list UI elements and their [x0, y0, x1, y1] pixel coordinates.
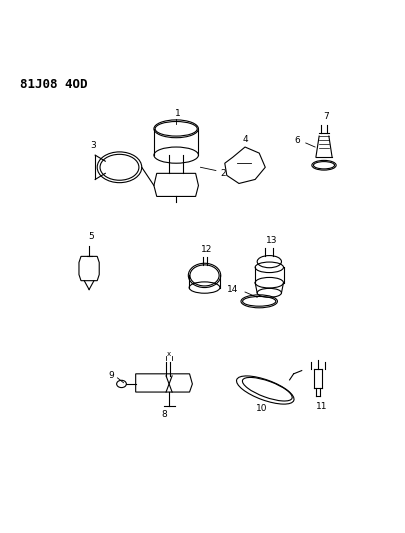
Text: 5: 5 [88, 232, 94, 240]
Text: 1: 1 [175, 109, 181, 118]
Text: 8: 8 [161, 410, 167, 419]
Text: 13: 13 [266, 236, 277, 245]
Text: 2: 2 [220, 169, 226, 178]
Text: x: x [166, 351, 171, 357]
Text: 14: 14 [227, 286, 239, 295]
Text: 7: 7 [323, 112, 329, 121]
Text: 11: 11 [316, 402, 328, 411]
Text: 9: 9 [109, 372, 114, 381]
Text: 3: 3 [90, 141, 96, 149]
Text: 81J08 4OD: 81J08 4OD [20, 78, 88, 91]
Text: 6: 6 [295, 136, 301, 146]
Text: 10: 10 [256, 404, 267, 413]
Text: 12: 12 [201, 245, 212, 254]
Text: 4: 4 [242, 135, 248, 144]
